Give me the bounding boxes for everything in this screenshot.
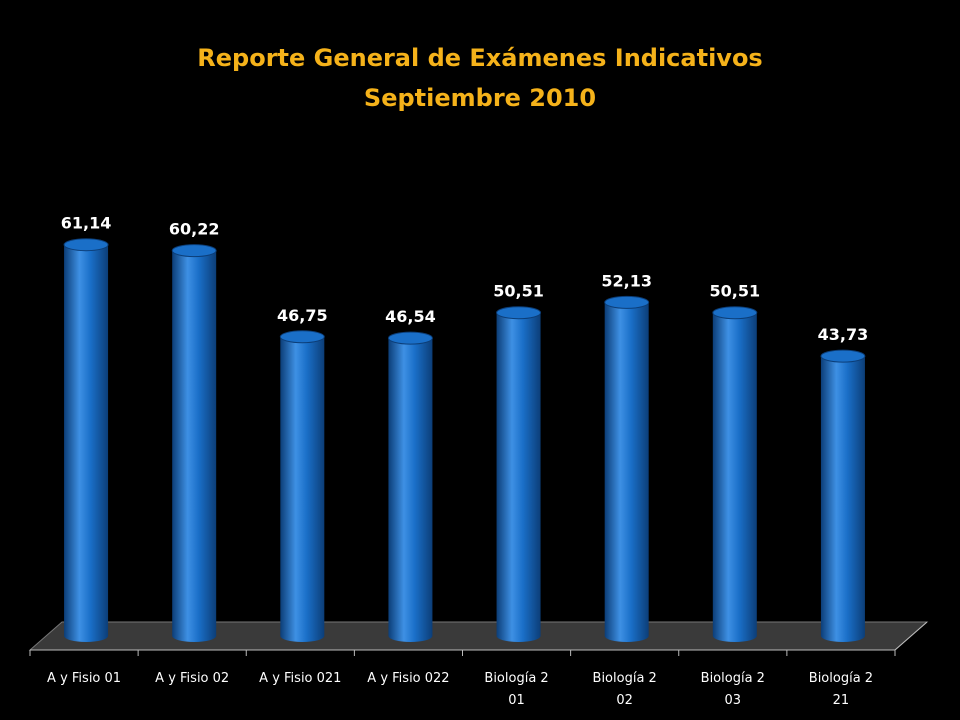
bar-body [388, 338, 433, 642]
chart-subtitle: Septiembre 2010 [363, 84, 597, 112]
bar [387, 331, 433, 642]
data-label: 50,51 [493, 282, 544, 301]
data-label: 46,54 [385, 307, 436, 326]
x-tick-label: Biología 2 [593, 671, 657, 686]
bar [820, 349, 866, 642]
x-tick-label: 02 [616, 693, 633, 708]
chart-floor [28, 621, 929, 651]
data-labels: 61,14 60,22 46,75 46,54 50,51 52,13 50,51 43,73 [61, 214, 868, 344]
data-label: 50,51 [710, 282, 761, 301]
bar [171, 244, 217, 643]
bar-top-cap [820, 349, 866, 363]
bar-body [712, 312, 757, 642]
chart-title: Reporte General de Exámenes Indicativos [197, 44, 763, 72]
bar-body [280, 336, 325, 642]
bar-top-cap [712, 306, 758, 320]
x-tick-label: A y Fisio 022 [367, 671, 449, 686]
bar [279, 330, 325, 642]
data-label: 43,73 [818, 325, 869, 344]
data-label: 52,13 [601, 271, 652, 290]
bar-body [172, 250, 217, 643]
x-tick-label: 21 [833, 693, 850, 708]
bar [63, 238, 109, 643]
x-tick-label: A y Fisio 01 [47, 671, 121, 686]
x-tick-label: 03 [725, 693, 742, 708]
x-tick-label: Biología 2 [809, 671, 873, 686]
bar-top-cap [496, 306, 542, 320]
data-label: 46,75 [277, 306, 328, 325]
x-tick-label: 01 [508, 693, 525, 708]
bar-top-cap [171, 244, 217, 258]
floor-right-edge [894, 621, 928, 651]
data-label: 61,14 [61, 214, 112, 233]
x-axis-ticks [29, 650, 896, 656]
bar-body [496, 312, 541, 642]
x-tick-label: A y Fisio 021 [259, 671, 341, 686]
x-tick-label: A y Fisio 02 [155, 671, 229, 686]
bar-top-cap [279, 330, 325, 344]
bar-body [820, 356, 865, 642]
bar-body [64, 244, 109, 643]
bar [712, 306, 758, 642]
category-labels: A y Fisio 01 A y Fisio 02 A y Fisio 021 A y… [47, 671, 873, 708]
bar-body [604, 302, 649, 642]
bar-top-cap [604, 295, 650, 309]
x-tick-label: Biología 2 [484, 671, 548, 686]
x-tick-label: Biología 2 [701, 671, 765, 686]
bar [604, 295, 650, 642]
bar-series [63, 238, 866, 643]
bar-top-cap [387, 331, 433, 345]
data-label: 60,22 [169, 220, 220, 239]
bar-top-cap [63, 238, 109, 252]
bar [496, 306, 542, 642]
